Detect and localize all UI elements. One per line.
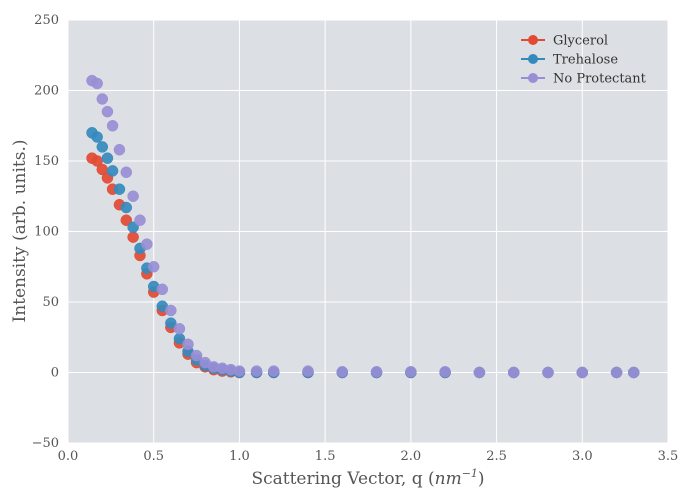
x-tick-label: 0.5: [143, 449, 164, 464]
x-tick-label: 1.0: [229, 449, 250, 464]
data-point: [113, 183, 126, 195]
x-tick-label: 3.5: [658, 449, 679, 464]
y-tick-label: 100: [34, 225, 59, 240]
legend-item: No Protectant: [521, 72, 647, 87]
x-axis-label: Scattering Vector, q (nm−1): [251, 467, 484, 489]
data-point: [370, 366, 383, 378]
legend-label: Trehalose: [553, 53, 618, 68]
data-point: [302, 365, 314, 377]
data-point: [101, 105, 114, 118]
legend-marker: [528, 54, 538, 64]
y-tick-label: 250: [34, 13, 59, 28]
tick-labels: 0.0 0.5 1.0 1.5 2.0 2.5 3.0 3.5 250 200 150 100 50 0 −…: [32, 13, 679, 464]
legend: Glycerol Trehalose No Protectant: [521, 34, 647, 87]
data-points: [86, 74, 640, 379]
data-point: [106, 120, 119, 132]
data-point: [147, 261, 160, 273]
data-point: [120, 214, 133, 226]
data-point: [120, 166, 133, 179]
data-point: [267, 365, 280, 377]
grid: [67, 19, 669, 444]
data-point: [106, 165, 119, 177]
data-point: [91, 77, 103, 90]
data-point: [576, 366, 589, 379]
data-point: [507, 366, 520, 379]
data-point: [405, 366, 417, 378]
x-tick-label: 0.0: [58, 449, 79, 464]
x-tick-label: 3.0: [572, 449, 593, 464]
data-point: [134, 214, 146, 226]
data-point: [156, 283, 169, 296]
series-no-protectant: [86, 74, 640, 379]
y-tick-label: 50: [42, 295, 59, 310]
x-tick-label: 2.5: [486, 449, 507, 464]
y-tick-label: 150: [34, 154, 59, 169]
y-axis-label: Intensity (arb. units.): [10, 139, 30, 322]
data-point: [113, 143, 126, 156]
data-point: [141, 238, 153, 250]
data-point: [190, 349, 203, 362]
data-point: [96, 93, 109, 105]
legend-item: Glycerol: [521, 34, 608, 49]
data-point: [127, 190, 139, 202]
data-point: [165, 317, 177, 329]
data-point: [127, 221, 139, 234]
legend-marker: [528, 35, 538, 45]
legend-label: Glycerol: [553, 34, 608, 49]
data-point: [91, 131, 103, 143]
data-point: [120, 201, 133, 214]
data-point: [101, 152, 114, 164]
data-point: [233, 365, 246, 377]
data-point: [610, 366, 623, 379]
data-point: [127, 231, 139, 243]
data-point: [473, 366, 486, 379]
data-point: [336, 366, 349, 378]
data-point: [627, 366, 640, 379]
legend-label: No Protectant: [553, 72, 647, 87]
legend-item: Trehalose: [521, 53, 618, 68]
y-tick-label: 0: [51, 366, 59, 381]
data-point: [250, 365, 263, 377]
data-point: [165, 304, 177, 317]
legend-marker: [528, 73, 538, 83]
data-point: [182, 338, 194, 351]
data-point: [439, 366, 451, 378]
data-point: [173, 323, 186, 335]
x-tick-label: 2.0: [401, 449, 422, 464]
y-tick-label: 200: [34, 84, 59, 99]
data-point: [96, 141, 109, 153]
data-point: [542, 366, 554, 379]
y-tick-label: −50: [32, 436, 59, 451]
x-tick-label: 1.5: [315, 449, 336, 464]
